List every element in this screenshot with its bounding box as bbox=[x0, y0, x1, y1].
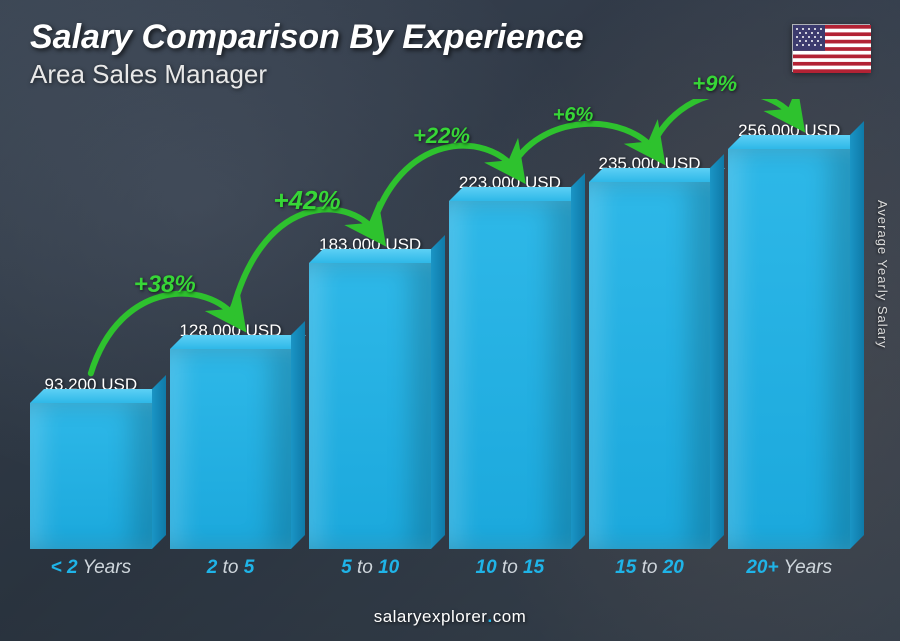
country-flag-usa bbox=[792, 24, 870, 72]
bar-0: 93,200 USD bbox=[30, 375, 152, 549]
x-label-4: 15 to 20 bbox=[589, 557, 711, 579]
chart-subtitle: Area Sales Manager bbox=[30, 59, 870, 90]
x-label-0: < 2 Years bbox=[30, 557, 152, 579]
x-label-1: 2 to 5 bbox=[170, 557, 292, 579]
bar-3: 223,000 USD bbox=[449, 173, 571, 549]
footer-suffix: com bbox=[493, 607, 527, 626]
bar-rect bbox=[30, 403, 152, 549]
x-label-3: 10 to 15 bbox=[449, 557, 571, 579]
bar-1: 128,000 USD bbox=[170, 321, 292, 549]
bar-4: 235,000 USD bbox=[589, 154, 711, 549]
bar-rect bbox=[170, 349, 292, 549]
bars-container: 93,200 USD128,000 USD183,000 USD223,000 … bbox=[30, 99, 850, 549]
infographic-container: Salary Comparison By Experience Area Sal… bbox=[0, 0, 900, 641]
x-label-2: 5 to 10 bbox=[309, 557, 431, 579]
chart-title: Salary Comparison By Experience bbox=[30, 18, 870, 57]
footer-prefix: salaryexplorer bbox=[374, 607, 488, 626]
bar-rect bbox=[728, 149, 850, 549]
chart-area: 93,200 USD128,000 USD183,000 USD223,000 … bbox=[30, 99, 850, 579]
header: Salary Comparison By Experience Area Sal… bbox=[30, 18, 870, 90]
x-axis-labels: < 2 Years 2 to 5 5 to 10 10 to 15 15 to 20 20… bbox=[30, 557, 850, 579]
bar-5: 256,000 USD bbox=[728, 121, 850, 549]
footer-attribution: salaryexplorer.com bbox=[0, 607, 900, 627]
y-axis-label: Average Yearly Salary bbox=[875, 200, 890, 349]
bar-rect bbox=[589, 182, 711, 549]
bar-rect bbox=[309, 263, 431, 549]
bar-2: 183,000 USD bbox=[309, 235, 431, 549]
bar-rect bbox=[449, 201, 571, 549]
x-label-5: 20+ Years bbox=[728, 557, 850, 579]
